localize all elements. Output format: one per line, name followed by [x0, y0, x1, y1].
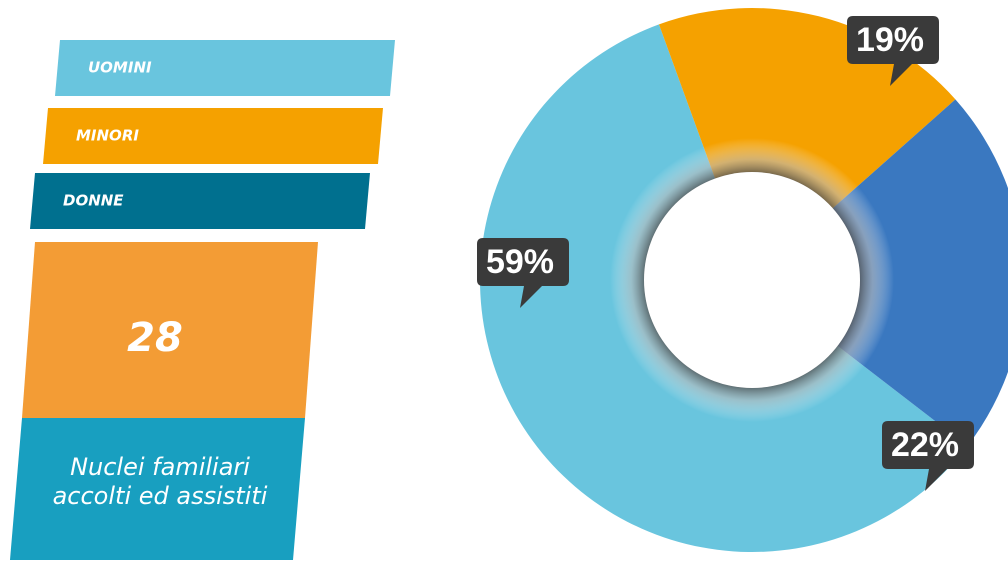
legend-swatch [43, 108, 383, 164]
data-label: 22% [891, 426, 959, 464]
donut: 59% 19% 22% [477, 8, 1008, 552]
legend-label: DONNE [63, 192, 124, 210]
donut-slice [479, 24, 968, 552]
caption-box [10, 418, 305, 560]
donut-hole [644, 172, 860, 388]
summary-caption: accolti ed assistiti [53, 482, 268, 510]
legend-swatch [30, 173, 370, 229]
data-label: 19% [856, 21, 924, 59]
legend-swatch [55, 40, 395, 96]
donut-slice [832, 99, 1008, 446]
legend: UOMINI MINORI DONNE [30, 40, 395, 229]
label-bubble [882, 421, 974, 491]
data-label: 59% [486, 243, 554, 281]
legend-label: UOMINI [88, 59, 152, 77]
summary-caption: Nuclei familiari [70, 453, 250, 481]
label-bubble [847, 16, 939, 86]
summary-box [22, 242, 318, 418]
legend-label: MINORI [76, 127, 139, 145]
label-bubble [477, 238, 569, 308]
summary-number: 28 [127, 315, 183, 361]
